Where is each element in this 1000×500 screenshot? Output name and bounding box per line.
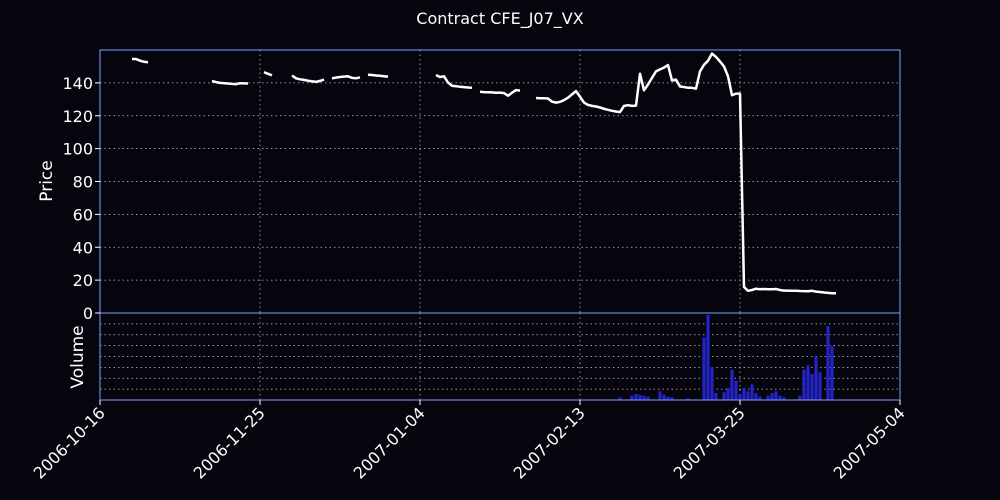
volume-bar-2007-02-28 (638, 394, 642, 400)
volume-axis-label: Volume (68, 325, 88, 388)
x-tick-2007-01-04: 2007-01-04 (350, 403, 429, 482)
volume-bar-2007-03-28 (750, 384, 754, 400)
x-tick-2006-11-25: 2006-11-25 (190, 403, 269, 482)
volume-bar-2007-03-06 (662, 394, 666, 400)
volume-bar-2007-03-02 (646, 396, 650, 400)
volume-bar-2007-03-27 (746, 391, 750, 400)
x-tick-2007-03-25: 2007-03-25 (670, 403, 749, 482)
volume-bar-2007-03-21 (722, 392, 726, 400)
volume-bar-2007-04-05 (782, 397, 786, 400)
price-y-tick-80: 80 (73, 173, 93, 192)
volume-bar-2007-04-01 (766, 395, 770, 400)
price-y-tick-0: 0 (83, 304, 93, 323)
chart-title: Contract CFE_J07_VX (416, 9, 583, 29)
volume-bar-2007-04-13 (814, 356, 818, 400)
price-line-segment-4 (331, 75, 361, 80)
volume-bar-2007-03-30 (758, 396, 762, 400)
volume-bar-2007-04-14 (818, 372, 822, 400)
volume-bar-2007-03-25 (738, 394, 742, 400)
volume-grid (100, 313, 900, 400)
volume-bar-2007-04-10 (802, 369, 806, 400)
volume-bar-2007-03-01 (642, 395, 646, 400)
price-y-ticks: 0 20 40 60 80 100 120 140 (62, 74, 100, 323)
price-y-tick-140: 140 (62, 74, 93, 93)
price-line-segment-0 (132, 57, 149, 64)
price-axis-label: Price (37, 160, 57, 201)
price-line-segment-1 (211, 79, 249, 86)
volume-bar-2007-02-23 (618, 397, 622, 400)
volume-bar-2007-03-12 (686, 398, 690, 400)
price-series (132, 52, 836, 295)
volume-bar-2007-04-12 (810, 373, 814, 400)
price-line-segment-6 (435, 73, 473, 90)
price-line-segment-2 (263, 71, 273, 77)
volume-bar-2007-03-19 (714, 393, 718, 400)
volume-bar-2007-04-09 (798, 395, 802, 400)
volume-bar-2007-03-05 (658, 391, 662, 400)
x-tick-2007-02-13: 2007-02-13 (510, 403, 589, 482)
price-y-tick-60: 60 (73, 205, 93, 224)
x-ticks: 2006-10-16 2006-11-25 2007-01-04 2007-02-13… (30, 400, 909, 483)
price-line-segment-3 (291, 74, 325, 84)
x-tick-2006-10-16: 2006-10-16 (30, 403, 109, 482)
volume-bar-2007-04-03 (774, 391, 778, 400)
volume-bar-2007-03-17 (706, 314, 710, 400)
price-line-segment-5 (367, 73, 389, 78)
volume-bar-2007-03-16 (702, 337, 706, 400)
volume-bar-2007-04-17 (830, 346, 834, 400)
volume-bar-2007-04-02 (770, 393, 774, 400)
price-y-tick-40: 40 (73, 238, 93, 257)
volume-panel-frame (99, 312, 901, 401)
price-y-tick-120: 120 (62, 107, 93, 126)
price-y-tick-100: 100 (62, 140, 93, 159)
price-line-segment-8 (535, 52, 836, 295)
volume-bar-2007-03-08 (670, 397, 674, 400)
price-line-segment-7 (479, 88, 521, 97)
volume-bar-2007-04-04 (778, 395, 782, 400)
price-y-tick-20: 20 (73, 271, 93, 290)
price-grid (100, 50, 900, 313)
volume-bars (618, 314, 834, 400)
volume-bar-2007-03-07 (666, 396, 670, 400)
volume-bar-2007-03-18 (710, 366, 714, 400)
x-tick-2007-05-04: 2007-05-04 (830, 403, 909, 482)
volume-bar-2007-02-26 (630, 395, 634, 400)
volume-bar-2007-03-24 (734, 380, 738, 400)
volume-bar-2007-04-11 (806, 365, 810, 400)
volume-bar-2007-03-29 (754, 393, 758, 400)
volume-bar-2007-04-16 (826, 326, 830, 400)
volume-bar-2007-03-26 (742, 387, 746, 400)
volume-bar-2007-03-23 (730, 369, 734, 400)
volume-bar-2007-02-27 (634, 393, 638, 400)
volume-bar-2007-03-22 (726, 387, 730, 400)
